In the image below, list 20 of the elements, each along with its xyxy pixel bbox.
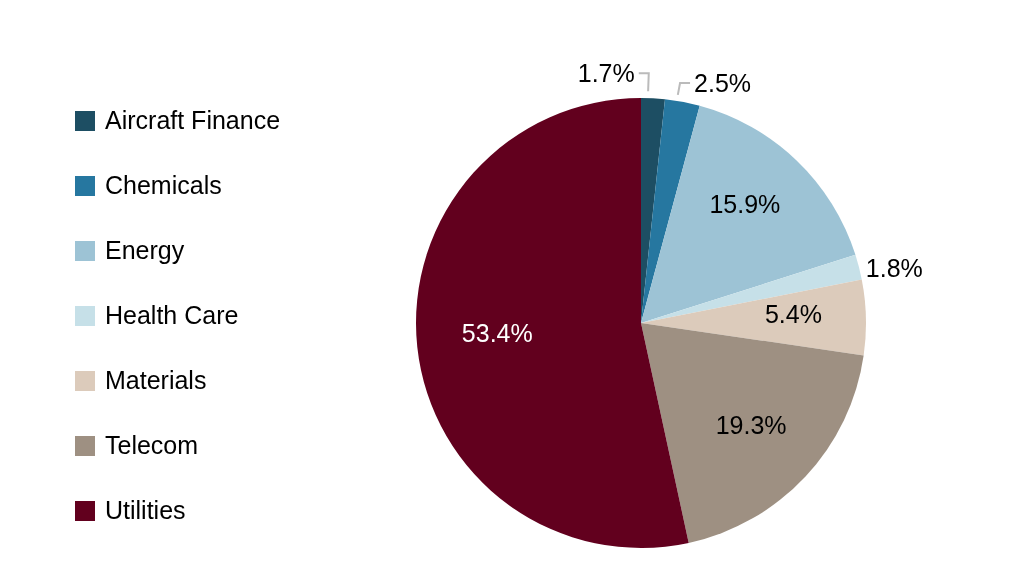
legend-label: Utilities bbox=[105, 496, 186, 525]
legend-label: Health Care bbox=[105, 301, 239, 330]
data-label: 53.4% bbox=[461, 318, 533, 347]
data-label: 5.4% bbox=[764, 300, 822, 329]
pie-slice bbox=[641, 279, 866, 356]
data-label: 1.8% bbox=[865, 253, 923, 282]
pie-slice bbox=[641, 99, 700, 323]
legend-label: Aircraft Finance bbox=[105, 106, 281, 135]
legend-label: Materials bbox=[105, 366, 207, 395]
pie-slice bbox=[641, 254, 862, 323]
legend-label: Telecom bbox=[105, 431, 199, 460]
legend-label: Chemicals bbox=[105, 171, 222, 200]
pie-slice bbox=[641, 105, 856, 323]
legend-label: Energy bbox=[105, 236, 185, 265]
pie-slice bbox=[416, 98, 689, 548]
data-label: 15.9% bbox=[709, 190, 781, 219]
pie-slice bbox=[641, 323, 864, 543]
data-label: 1.7% bbox=[577, 59, 635, 88]
data-label: 19.3% bbox=[715, 411, 787, 440]
data-label: 2.5% bbox=[694, 69, 752, 98]
